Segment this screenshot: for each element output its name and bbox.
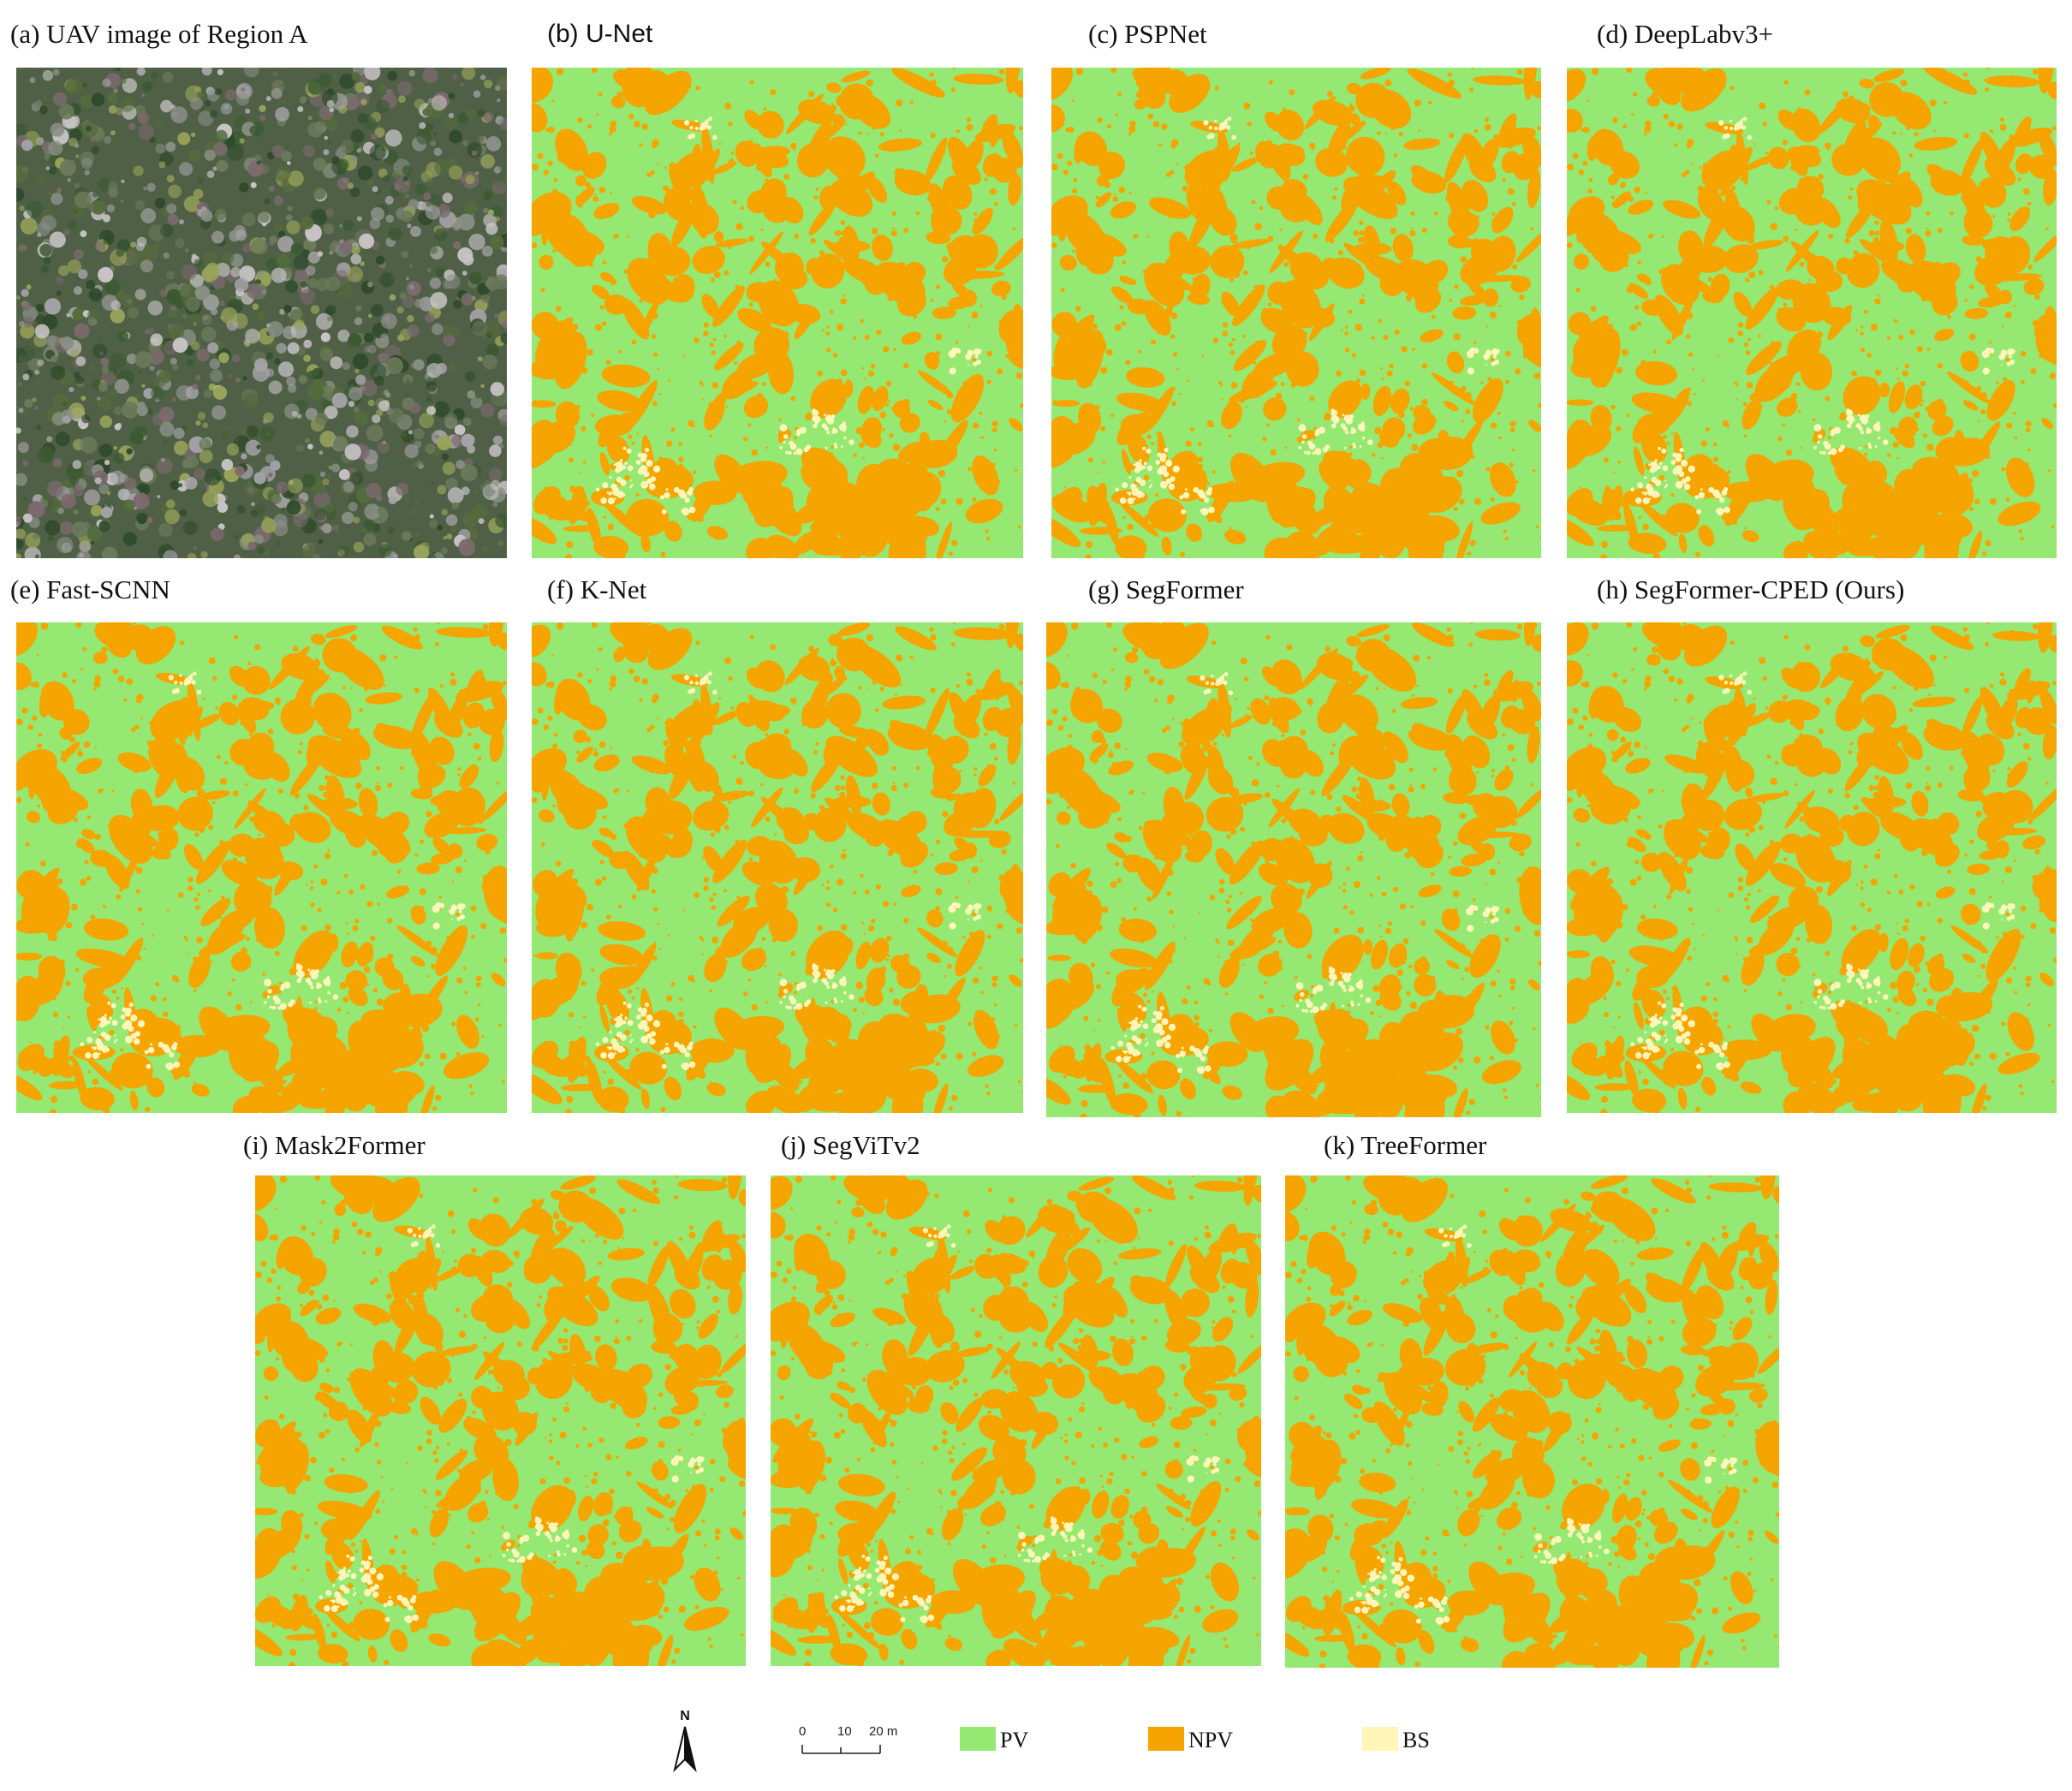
deeplabv3plus-result-map xyxy=(1567,68,2057,558)
classmap-svg xyxy=(1051,68,1541,558)
panel-c-label: (c) PSPNet xyxy=(1088,19,1207,49)
panel-e-label: (e) Fast-SCNN xyxy=(10,574,170,604)
unet-result-map xyxy=(532,68,1023,558)
mask2former-result-map xyxy=(255,1175,746,1666)
scale-tick-20m: 20 m xyxy=(869,1724,898,1739)
legend-swatch-npv xyxy=(1148,1727,1184,1751)
knet-result-map xyxy=(532,622,1023,1113)
north-label: N xyxy=(680,1709,690,1723)
scale-bar-svg xyxy=(801,1745,881,1754)
uav-photo-svg xyxy=(16,68,507,558)
classmap-svg xyxy=(16,622,507,1113)
north-arrow-icon: N xyxy=(668,1708,702,1776)
classmap-svg xyxy=(1567,622,2057,1113)
panel-f-label: (f) K-Net xyxy=(547,574,647,604)
legend-label-bs: BS xyxy=(1402,1728,1430,1752)
classmap-svg xyxy=(771,1175,1261,1666)
classmap-svg xyxy=(255,1175,746,1666)
segformer-cped-result-map xyxy=(1567,622,2057,1113)
panel-g-label: (g) SegFormer xyxy=(1088,574,1244,604)
panel-d-label: (d) DeepLabv3+ xyxy=(1597,19,1773,49)
segvitv2-result-map xyxy=(771,1175,1261,1666)
panel-i-label: (i) Mask2Former xyxy=(243,1130,426,1160)
panel-k-label: (k) TreeFormer xyxy=(1324,1130,1487,1160)
segformer-result-map xyxy=(1046,622,1541,1117)
uav-photo-region-a xyxy=(16,68,507,558)
panel-a-label: (a) UAV image of Region A xyxy=(10,19,308,49)
legend-swatch-bs xyxy=(1362,1727,1398,1751)
panel-j-label: (j) SegViTv2 xyxy=(781,1130,920,1160)
legend-label-npv: NPV xyxy=(1188,1728,1234,1752)
pspnet-result-map xyxy=(1051,68,1541,558)
classmap-svg xyxy=(532,68,1023,558)
north-arrow-left-half xyxy=(673,1726,686,1773)
classmap-svg xyxy=(1567,68,2057,558)
scale-bar: 0 10 20 m xyxy=(792,1724,916,1767)
treeformer-result-map xyxy=(1285,1175,1779,1668)
legend-label-pv: PV xyxy=(1000,1728,1029,1752)
classmap-svg xyxy=(1285,1175,1779,1668)
fast-scnn-result-map xyxy=(16,622,507,1113)
scale-tick-10: 10 xyxy=(837,1724,852,1739)
classmap-svg xyxy=(532,622,1023,1113)
panel-b-label: (b) U-Net xyxy=(547,20,653,48)
north-arrow-svg: N xyxy=(673,1709,697,1773)
legend-swatch-pv xyxy=(960,1727,996,1751)
classmap-svg xyxy=(1046,622,1541,1117)
scale-tick-0: 0 xyxy=(799,1724,807,1739)
panel-h-label: (h) SegFormer-CPED (Ours) xyxy=(1597,574,1905,604)
north-arrow-right-half xyxy=(684,1726,697,1773)
